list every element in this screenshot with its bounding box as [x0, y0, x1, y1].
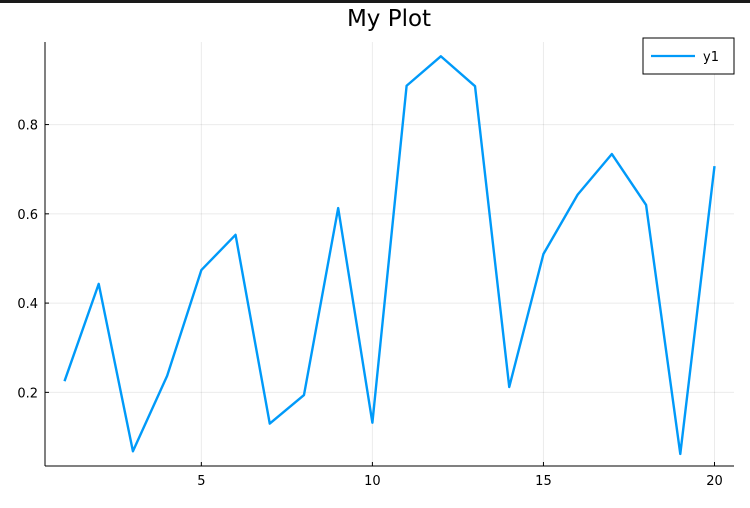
chart-title: My Plot [347, 6, 431, 32]
window-top-border [0, 0, 750, 3]
tick-labels: 5 10 15 20 0.2 0.4 0.6 0.8 [17, 119, 722, 489]
y-tick-label: 0.2 [17, 386, 38, 401]
axes [44, 42, 734, 467]
y-tick-label: 0.8 [17, 119, 38, 134]
x-tick-label: 10 [364, 474, 381, 489]
legend-label-y1: y1 [703, 50, 719, 65]
y-tick-label: 0.4 [17, 297, 38, 312]
x-tick-label: 20 [706, 474, 723, 489]
series-line-y1 [63, 55, 716, 456]
x-tick-label: 5 [197, 474, 205, 489]
series-lines [63, 55, 716, 456]
x-tick-label: 15 [535, 474, 552, 489]
y-tick-label: 0.6 [17, 208, 38, 223]
legend: y1 [642, 37, 735, 75]
